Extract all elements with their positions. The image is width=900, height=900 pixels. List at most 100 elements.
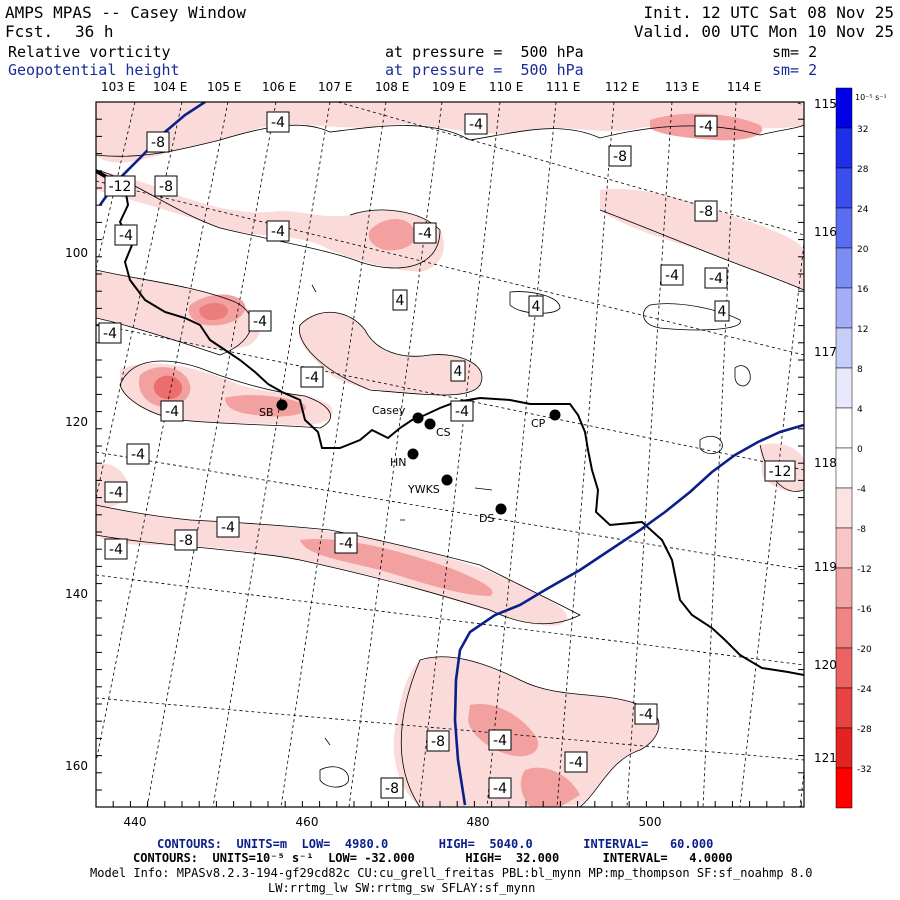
contour-label-box bbox=[564, 751, 588, 773]
contour-label-box bbox=[154, 175, 178, 197]
vort-core-bottom-right bbox=[520, 767, 580, 807]
vort-area-center-top bbox=[299, 312, 482, 396]
contour-label: -8 bbox=[174, 529, 198, 551]
contour-label-text: -4 bbox=[253, 314, 267, 330]
contour-line bbox=[400, 656, 660, 807]
station-marker bbox=[276, 399, 288, 411]
colorbar-unit: 10⁻⁵ s⁻¹ bbox=[855, 93, 887, 102]
contour-label-text: 4 bbox=[396, 293, 405, 309]
contour-label: -4 bbox=[488, 729, 512, 751]
contour-label: -4 bbox=[634, 703, 658, 725]
colorbar-label: 4 bbox=[857, 405, 863, 415]
top-longitude-label: 112 E bbox=[605, 80, 639, 94]
contour-label-text: -4 bbox=[339, 536, 353, 552]
height-contour-info: CONTOURS: UNITS=m LOW= 4980.0 HIGH= 5040… bbox=[157, 837, 714, 851]
contour-label-box bbox=[174, 529, 198, 551]
colorbar-swatch bbox=[835, 287, 853, 329]
contour-label-box bbox=[488, 729, 512, 751]
meridian-line bbox=[212, 102, 331, 807]
colorbar-swatch bbox=[835, 687, 853, 729]
colorbar-label: 20 bbox=[857, 245, 869, 255]
contour-label-text: -4 bbox=[109, 542, 123, 558]
contour-label: -4 bbox=[694, 115, 718, 137]
contour-label-box bbox=[450, 400, 474, 422]
meridian-line bbox=[556, 102, 615, 807]
contour-label-box bbox=[300, 366, 324, 388]
contour-label-layer: -8 -4 -4 -4 -8 -12 -8 -4 -4 -4 -8 -4 -4 -4 -4 4 4 4 -4 4 -4 -… bbox=[98, 111, 796, 799]
contour-label: -8 bbox=[146, 131, 170, 153]
y-axis-tick-label: 160 bbox=[65, 759, 88, 773]
station-marker bbox=[549, 409, 561, 421]
contour-label-box bbox=[104, 481, 128, 503]
station-sb: SB bbox=[259, 399, 288, 419]
colorbar-swatch bbox=[835, 207, 853, 249]
contour-label-box bbox=[160, 400, 184, 422]
contour-label: -8 bbox=[608, 145, 632, 167]
top-longitude-label: 105 E bbox=[207, 80, 241, 94]
lat-lon-grid bbox=[96, 102, 804, 807]
contour-label-text: -4 bbox=[109, 485, 123, 501]
station-ds: DS bbox=[479, 503, 507, 525]
top-longitude-label: 104 E bbox=[153, 80, 187, 94]
field2-level: at pressure = 500 hPa bbox=[385, 61, 584, 79]
station-label: CS bbox=[436, 426, 451, 439]
x-axis-tick-label: 480 bbox=[467, 815, 490, 829]
contour-label-box bbox=[694, 115, 718, 137]
contour-label-text: 4 bbox=[532, 299, 541, 315]
vort-peak-upper-left bbox=[199, 302, 229, 320]
top-longitude-label: 114 E bbox=[727, 80, 761, 94]
contour-label-box bbox=[216, 516, 240, 538]
parallel-line bbox=[336, 102, 804, 236]
station-cs: CS bbox=[424, 418, 451, 439]
contour-label-box bbox=[608, 145, 632, 167]
forecast-label: Fcst. bbox=[5, 22, 54, 41]
field1-name: Relative vorticity bbox=[8, 43, 171, 61]
contour-label-box bbox=[98, 322, 122, 344]
contour-label-text: -12 bbox=[109, 179, 132, 195]
colorbar-label: -32 bbox=[857, 765, 872, 775]
contour-label-text: -8 bbox=[179, 533, 193, 549]
colorbar-swatch bbox=[835, 447, 853, 489]
contour-label: 4 bbox=[392, 289, 408, 311]
contour-fragment bbox=[474, 487, 493, 491]
contour-label-text: -4 bbox=[418, 226, 432, 242]
colorbar-label: 0 bbox=[857, 445, 863, 455]
contour-label: -8 bbox=[426, 730, 450, 752]
colorbar-swatch bbox=[835, 87, 853, 129]
contour-label-box bbox=[146, 131, 170, 153]
colorbar-label: -24 bbox=[857, 685, 872, 695]
contour-label-text: -8 bbox=[431, 734, 445, 750]
x-axis-tick-label: 440 bbox=[124, 815, 147, 829]
contour-label-text: -4 bbox=[639, 707, 653, 723]
top-longitude-label: 110 E bbox=[489, 80, 523, 94]
x-axis-tick-label: 500 bbox=[639, 815, 662, 829]
contour-line bbox=[509, 291, 561, 314]
colorbar-swatch bbox=[835, 247, 853, 289]
meridian-line bbox=[739, 239, 804, 807]
station-marker bbox=[424, 418, 436, 430]
colorbar-label: -4 bbox=[857, 485, 866, 495]
model-info: Model Info: MPASv8.2.3-194-gf29cd82c CU:… bbox=[90, 866, 813, 880]
x-axis-tick-label: 460 bbox=[296, 815, 319, 829]
valid-time: Valid. 00 UTC Mon 10 Nov 25 bbox=[633, 22, 894, 41]
contour-label-box bbox=[392, 289, 408, 311]
map-frame bbox=[95, 101, 805, 808]
meridian-line bbox=[486, 102, 557, 807]
contour-label: -4 bbox=[660, 264, 684, 286]
contour-label-text: -4 bbox=[709, 271, 723, 287]
colorbar-swatch bbox=[835, 647, 853, 689]
contour-label: 4 bbox=[714, 300, 730, 322]
contour-label-box bbox=[704, 267, 728, 289]
contour-label-box bbox=[528, 295, 544, 317]
colorbar-swatch bbox=[835, 567, 853, 609]
station-hn: HN bbox=[390, 448, 419, 469]
station-label: Casey bbox=[372, 404, 406, 417]
contour-line bbox=[298, 311, 483, 396]
meridian-line bbox=[702, 102, 737, 807]
contour-line bbox=[96, 169, 441, 269]
contour-label-text: -4 bbox=[221, 520, 235, 536]
vort-core-sb-right bbox=[225, 395, 306, 417]
station-cp: CP bbox=[531, 409, 561, 430]
contour-label-text: -4 bbox=[493, 733, 507, 749]
